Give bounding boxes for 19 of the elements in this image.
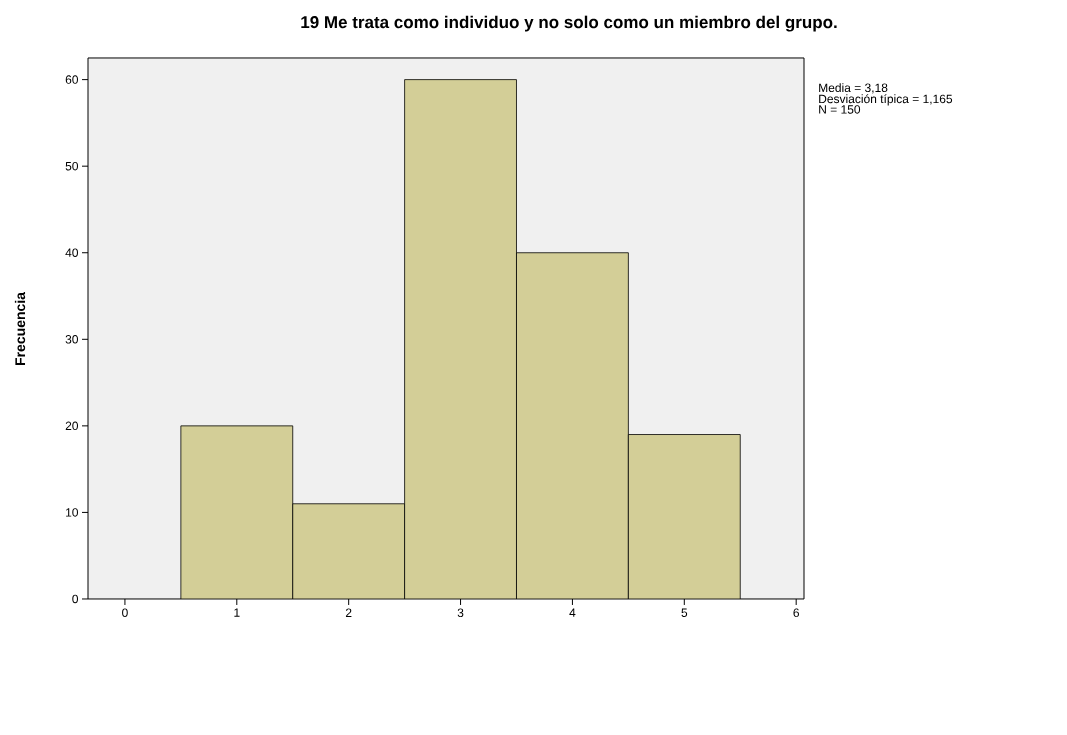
text: Media = 3,18 <box>819 83 888 94</box>
text: Desviación típica = 1,165 <box>819 94 953 106</box>
chart-title: 19 Me trata como individuo y no solo como un miembro del grupo. <box>301 15 837 32</box>
y-tick-label: 20 <box>65 421 79 431</box>
y-tick-label: 60 <box>65 75 79 84</box>
text: N = 150 <box>819 105 861 114</box>
x-tick-label: 2 <box>345 608 352 617</box>
x-tick-label: 3 <box>457 608 464 618</box>
y-tick-label: 30 <box>65 335 79 344</box>
y-tick-label: 40 <box>65 248 79 257</box>
y-tick-label: 10 <box>66 508 79 517</box>
y-tick-label: 50 <box>65 161 79 171</box>
x-tick-label: 6 <box>793 608 799 618</box>
y-axis-title: Frecuencia <box>14 291 26 366</box>
x-tick-label: 4 <box>569 608 576 617</box>
x-tick-label: 0 <box>122 608 128 618</box>
y-tick-label: 0 <box>72 594 79 604</box>
x-tick-label: 5 <box>681 608 688 617</box>
x-tick-label: 1 <box>234 608 240 617</box>
